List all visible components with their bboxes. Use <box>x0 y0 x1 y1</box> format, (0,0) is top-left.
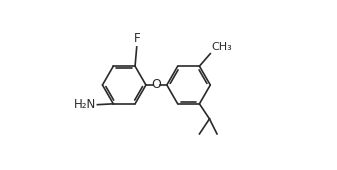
Text: O: O <box>151 78 161 91</box>
Text: CH₃: CH₃ <box>211 42 232 52</box>
Text: F: F <box>133 32 140 45</box>
Text: H₂N: H₂N <box>74 98 97 111</box>
